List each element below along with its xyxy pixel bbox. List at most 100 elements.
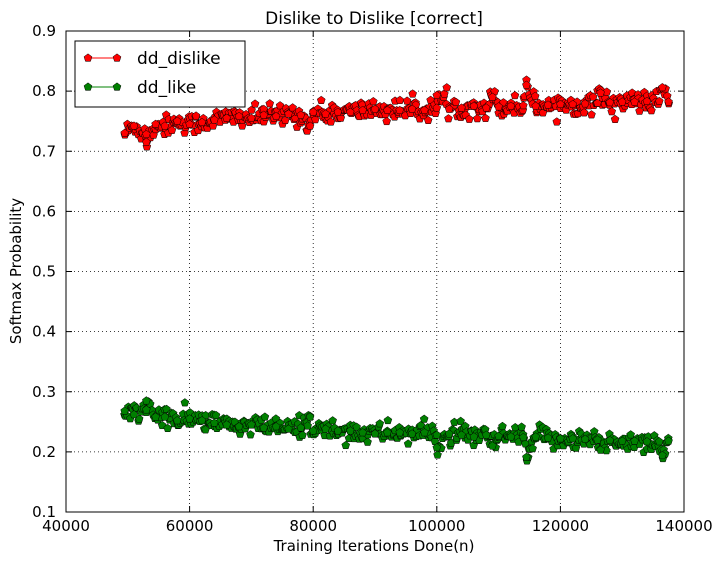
- data-point: [321, 109, 330, 118]
- tick-labels: 40000 60000 80000 100000 120000 140000 0.1 0.2 0…: [32, 22, 712, 535]
- data-point: [658, 450, 667, 460]
- data-point: [298, 430, 307, 439]
- data-point: [423, 115, 433, 124]
- data-point: [432, 443, 442, 452]
- data-point: [328, 416, 337, 425]
- data-point: [234, 422, 244, 431]
- data-point: [222, 113, 231, 122]
- data-point: [531, 432, 540, 441]
- data-point: [530, 91, 540, 100]
- data-point: [370, 104, 380, 113]
- data-point: [465, 114, 474, 123]
- data-point: [605, 98, 615, 107]
- data-point: [630, 436, 639, 445]
- data-point: [617, 436, 627, 445]
- data-point: [250, 99, 260, 108]
- data-point: [303, 421, 312, 430]
- data-point: [506, 432, 516, 441]
- legend-marker: [83, 53, 93, 62]
- data-point: [444, 114, 453, 123]
- data-point: [419, 414, 429, 423]
- data-point: [596, 445, 605, 454]
- data-point: [345, 426, 355, 435]
- data-point: [610, 114, 620, 123]
- data-point: [311, 115, 320, 124]
- data-point: [432, 430, 442, 439]
- data-point: [151, 412, 160, 421]
- y-axis-title: Softmax Probability: [7, 198, 25, 344]
- data-point: [408, 89, 417, 98]
- data-point: [528, 444, 537, 453]
- data-point: [383, 105, 392, 115]
- data-point: [469, 432, 479, 441]
- data-point: [142, 137, 151, 146]
- y-tick-label: 0.4: [32, 323, 56, 341]
- data-point: [333, 426, 343, 435]
- data-point: [375, 419, 385, 428]
- data-point: [510, 91, 520, 100]
- data-point: [498, 421, 507, 430]
- data-point: [247, 420, 256, 429]
- data-point: [120, 406, 129, 415]
- y-tick-label: 0.1: [32, 503, 56, 521]
- data-point: [506, 101, 516, 110]
- data-point: [296, 110, 306, 119]
- data-point: [271, 111, 281, 121]
- data-point: [284, 424, 293, 433]
- data-point: [602, 87, 612, 96]
- data-point: [432, 103, 442, 112]
- data-point: [647, 106, 656, 115]
- data-point: [654, 437, 664, 446]
- data-point: [556, 99, 565, 108]
- legend-marker: [112, 53, 122, 62]
- data-point: [326, 117, 336, 126]
- data-point: [444, 429, 454, 438]
- data-point: [494, 431, 503, 440]
- data-point: [444, 104, 454, 113]
- data-point: [160, 412, 170, 421]
- data-point: [162, 404, 171, 413]
- data-point: [383, 415, 393, 425]
- data-point: [370, 429, 380, 438]
- data-point: [333, 107, 343, 116]
- data-point: [442, 83, 452, 92]
- data-point: [568, 434, 578, 443]
- data-point: [129, 410, 139, 419]
- data-point: [191, 111, 201, 120]
- data-point: [363, 437, 372, 446]
- y-tick-label: 0.2: [32, 443, 56, 461]
- data-point: [160, 121, 170, 130]
- data-point: [246, 430, 255, 439]
- y-tick-label: 0.6: [32, 202, 56, 220]
- data-point: [630, 97, 639, 106]
- data-point: [642, 437, 652, 446]
- series-dd_dislike: [120, 75, 674, 151]
- data-point: [210, 115, 219, 124]
- data-point: [596, 88, 605, 97]
- data-point: [120, 128, 129, 137]
- data-point: [420, 428, 429, 437]
- data-point: [172, 116, 182, 125]
- data-point: [522, 80, 531, 89]
- x-tick-label: 80000: [289, 517, 337, 535]
- data-point: [271, 422, 281, 431]
- data-point: [321, 424, 330, 433]
- data-point: [305, 412, 315, 421]
- data-point: [469, 101, 479, 110]
- x-tick-label: 120000: [532, 517, 589, 535]
- y-tick-label: 0.7: [32, 142, 56, 160]
- data-point: [605, 435, 615, 445]
- data-point: [383, 428, 392, 437]
- data-point: [395, 95, 405, 104]
- data-point: [451, 97, 461, 106]
- y-tick-label: 0.3: [32, 383, 56, 401]
- data-point: [481, 113, 490, 122]
- data-point: [587, 110, 596, 119]
- data-point: [197, 416, 207, 425]
- data-point: [588, 92, 598, 101]
- data-point: [416, 420, 426, 430]
- data-point: [642, 96, 652, 105]
- data-point: [635, 106, 644, 115]
- data-point: [316, 95, 326, 104]
- data-point: [265, 99, 275, 108]
